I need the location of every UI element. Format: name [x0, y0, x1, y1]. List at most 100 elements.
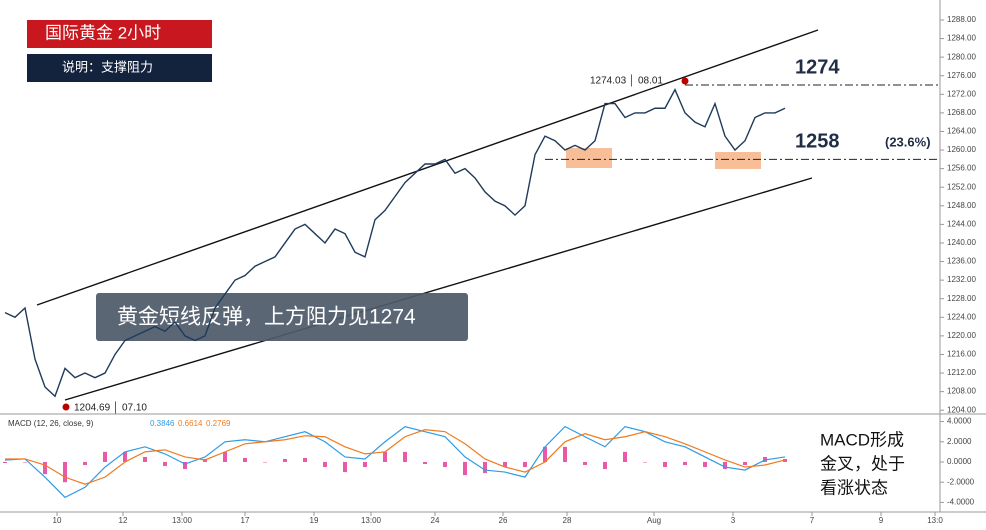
y-tick-label: 1268.00 [947, 108, 976, 117]
high-label: 1274.03 │ 08.01 [590, 74, 663, 88]
price-line [4, 88, 786, 398]
y-tick-label: -4.0000 [947, 498, 975, 507]
callout-box [96, 293, 468, 341]
channel-upper [36, 29, 819, 306]
histogram-bar [463, 461, 467, 476]
level-label: 1274 [795, 56, 840, 78]
macd-line [5, 429, 786, 485]
histogram-bar [663, 461, 667, 468]
y-tick-label: 1232.00 [947, 275, 976, 284]
histogram-bar [583, 461, 587, 466]
y-tick-label: 1236.00 [947, 257, 976, 266]
y-tick-label: 1212.00 [947, 368, 976, 377]
y-tick-label: 1280.00 [947, 52, 976, 61]
y-tick-label: 1284.00 [947, 34, 976, 43]
macd-line [4, 425, 786, 499]
y-tick-label: 1240.00 [947, 238, 976, 247]
x-tick-label: 10 [53, 516, 62, 525]
histogram-bar [563, 446, 567, 462]
histogram-bar [443, 461, 447, 468]
y-tick-label: 1252.00 [947, 182, 976, 191]
x-tick-label: 13:00 [361, 516, 382, 525]
histogram-bar [623, 451, 627, 462]
histogram-bar [263, 461, 267, 463]
histogram-bar [183, 461, 187, 470]
y-tick-label: -2.0000 [947, 477, 975, 486]
histogram-bar [23, 461, 27, 463]
note-line: 看涨状态 [820, 478, 888, 497]
y-tick-label: 1288.00 [947, 15, 976, 24]
histogram-bar [603, 461, 607, 470]
support-zone [715, 152, 761, 169]
histogram-bar [743, 461, 747, 466]
callout: 黄金短线反弹，上方阻力见1274 [117, 306, 416, 329]
note-line: MACD形成 [820, 430, 904, 449]
histogram-bar [703, 461, 707, 468]
y-tick-label: 2.0000 [947, 437, 972, 446]
histogram-bar [123, 451, 127, 462]
x-tick-label: 26 [499, 516, 508, 525]
macd-value: 0.6614 [178, 419, 203, 428]
x-tick-label: 9 [879, 516, 884, 525]
x-tick-label: 17 [241, 516, 250, 525]
y-tick-label: 1224.00 [947, 312, 976, 321]
y-tick-label: 1244.00 [947, 219, 976, 228]
support-zone [566, 148, 612, 168]
histogram-bar [243, 457, 247, 462]
histogram-bar [283, 458, 287, 462]
y-tick-label: 1228.00 [947, 294, 976, 303]
y-tick-label: 1276.00 [947, 71, 976, 80]
y-tick-label: 1272.00 [947, 89, 976, 98]
title-box [27, 20, 212, 48]
subtitle-box [27, 54, 212, 82]
y-tick-label: 1264.00 [947, 127, 976, 136]
histogram-bar [363, 461, 367, 468]
histogram-bar [683, 461, 687, 466]
x-tick-label: 3 [731, 516, 736, 525]
level-label: 1258 [795, 131, 840, 153]
histogram-bar [643, 461, 647, 463]
x-tick-label: Aug [647, 516, 661, 525]
low-marker [62, 403, 70, 411]
y-tick-label: 1216.00 [947, 350, 976, 359]
y-tick-label: 1256.00 [947, 164, 976, 173]
histogram-bar [163, 461, 167, 467]
x-tick-label: 13:0 [927, 516, 943, 525]
histogram-bar [143, 456, 147, 462]
histogram-bar [543, 446, 547, 462]
y-tick-label: 1208.00 [947, 387, 976, 396]
histogram-bar [223, 451, 227, 462]
x-tick-label: 19 [310, 516, 319, 525]
note-line: 金叉，处于 [820, 454, 905, 473]
x-tick-label: 13:00 [172, 516, 193, 525]
macd-title: MACD (12, 26, close, 9) [8, 419, 94, 428]
x-tick-label: 24 [431, 516, 440, 525]
histogram-bar [83, 461, 87, 466]
y-tick-label: 4.0000 [947, 417, 972, 426]
subtitle: 说明：支撑阻力 [62, 59, 153, 74]
histogram-bar [523, 461, 527, 468]
macd-value: 0.2769 [206, 419, 231, 428]
x-tick-label: 28 [563, 516, 572, 525]
histogram-bar [383, 451, 387, 462]
histogram-bar [63, 461, 67, 483]
histogram-bar [303, 457, 307, 462]
high-marker [681, 77, 689, 85]
macd-value: 0.3846 [150, 419, 175, 428]
channel-lower [64, 177, 813, 401]
level-note: (23.6%) [885, 134, 931, 149]
histogram-bar [483, 461, 487, 474]
y-tick-label: 1260.00 [947, 145, 976, 154]
histogram-bar [103, 451, 107, 462]
histogram-bar [43, 461, 47, 475]
title: 国际黄金 2小时 [45, 23, 161, 42]
histogram-bar [723, 461, 727, 470]
histogram-bar [423, 461, 427, 465]
histogram-bar [3, 461, 7, 463]
y-tick-label: 1204.00 [947, 405, 976, 414]
x-tick-label: 12 [119, 516, 128, 525]
x-tick-label: 7 [810, 516, 815, 525]
histogram-bar [323, 461, 327, 468]
